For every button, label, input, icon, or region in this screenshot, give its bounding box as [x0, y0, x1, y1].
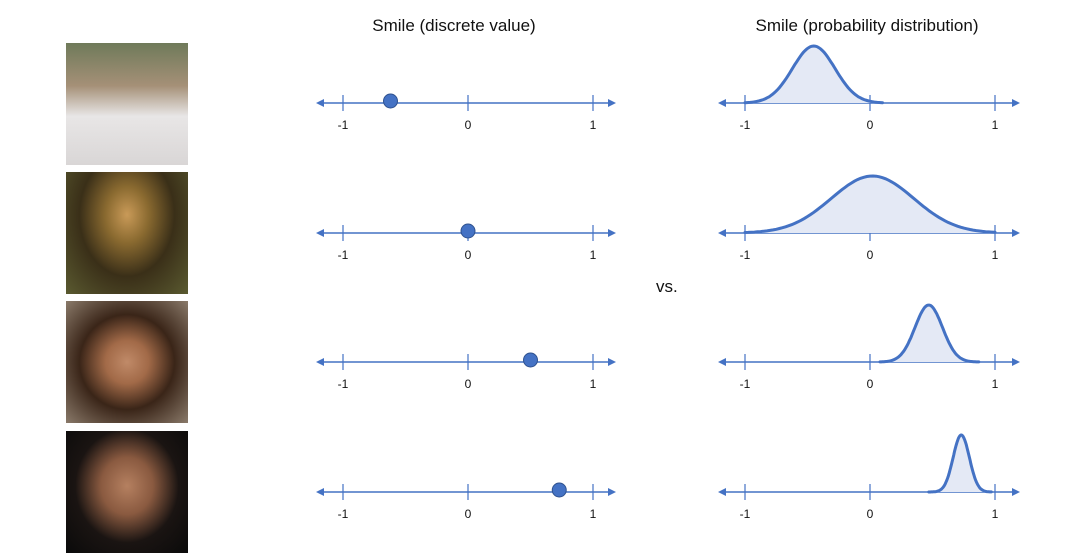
distribution-tick-label: 1 [992, 248, 999, 262]
laughing-man-photo [66, 431, 188, 553]
distribution-left-arrow-icon [718, 488, 726, 496]
discrete-tick-label: 1 [590, 118, 597, 132]
boy-frowning-photo [66, 43, 188, 165]
discrete-left-arrow-icon [316, 488, 324, 496]
distribution-right-arrow-icon [1012, 99, 1020, 107]
discrete-tick-label: -1 [338, 118, 349, 132]
distribution-tick-label: 1 [992, 507, 999, 521]
discrete-right-arrow-icon [608, 99, 616, 107]
discrete-tick-label: 1 [590, 507, 597, 521]
discrete-title: Smile (discrete value) [372, 16, 536, 35]
vs-label: vs. [656, 277, 678, 296]
distribution-tick-label: -1 [740, 507, 751, 521]
distribution-fill [928, 435, 992, 492]
distribution-fill [880, 305, 979, 362]
distribution-curve [878, 303, 981, 364]
distribution-title: Smile (probability distribution) [755, 16, 979, 35]
discrete-value-dot [551, 482, 567, 498]
distribution-tick-label: -1 [740, 377, 751, 391]
discrete-left-arrow-icon [316, 358, 324, 366]
distribution-fill [745, 46, 883, 103]
discrete-value-dot [383, 93, 398, 109]
discrete-right-arrow-icon [608, 358, 616, 366]
distribution-tick-label: 0 [867, 248, 874, 262]
distribution-tick-label: -1 [740, 248, 751, 262]
discrete-tick-label: 0 [465, 377, 472, 391]
discrete-tick-label: 1 [590, 377, 597, 391]
distribution-left-arrow-icon [718, 358, 726, 366]
distribution-tick-label: 0 [867, 507, 874, 521]
discrete-value-dot [523, 352, 538, 368]
distribution-tick-label: 0 [867, 377, 874, 391]
distribution-left-arrow-icon [718, 229, 726, 237]
distribution-tick-label: 1 [992, 118, 999, 132]
distribution-tick-label: -1 [740, 118, 751, 132]
discrete-left-arrow-icon [316, 99, 324, 107]
distribution-tick-label: 1 [992, 377, 999, 391]
discrete-tick-label: 0 [465, 248, 472, 262]
discrete-tick-label: -1 [338, 507, 349, 521]
distribution-tick-label: 0 [867, 118, 874, 132]
smiling-girl-photo [66, 301, 188, 423]
distribution-curve [743, 174, 997, 234]
discrete-tick-label: 0 [465, 507, 472, 521]
distribution-left-arrow-icon [718, 99, 726, 107]
mona-lisa-photo [66, 172, 188, 294]
distribution-right-arrow-icon [1012, 358, 1020, 366]
distribution-right-arrow-icon [1012, 488, 1020, 496]
discrete-left-arrow-icon [316, 229, 324, 237]
distribution-curve [743, 44, 884, 105]
distribution-curve [927, 433, 993, 494]
discrete-tick-label: -1 [338, 248, 349, 262]
discrete-value-dot [460, 223, 476, 239]
discrete-tick-label: -1 [338, 377, 349, 391]
discrete-right-arrow-icon [608, 488, 616, 496]
discrete-right-arrow-icon [608, 229, 616, 237]
distribution-right-arrow-icon [1012, 229, 1020, 237]
discrete-tick-label: 1 [590, 248, 597, 262]
distribution-fill [745, 176, 995, 233]
discrete-tick-label: 0 [465, 118, 472, 132]
